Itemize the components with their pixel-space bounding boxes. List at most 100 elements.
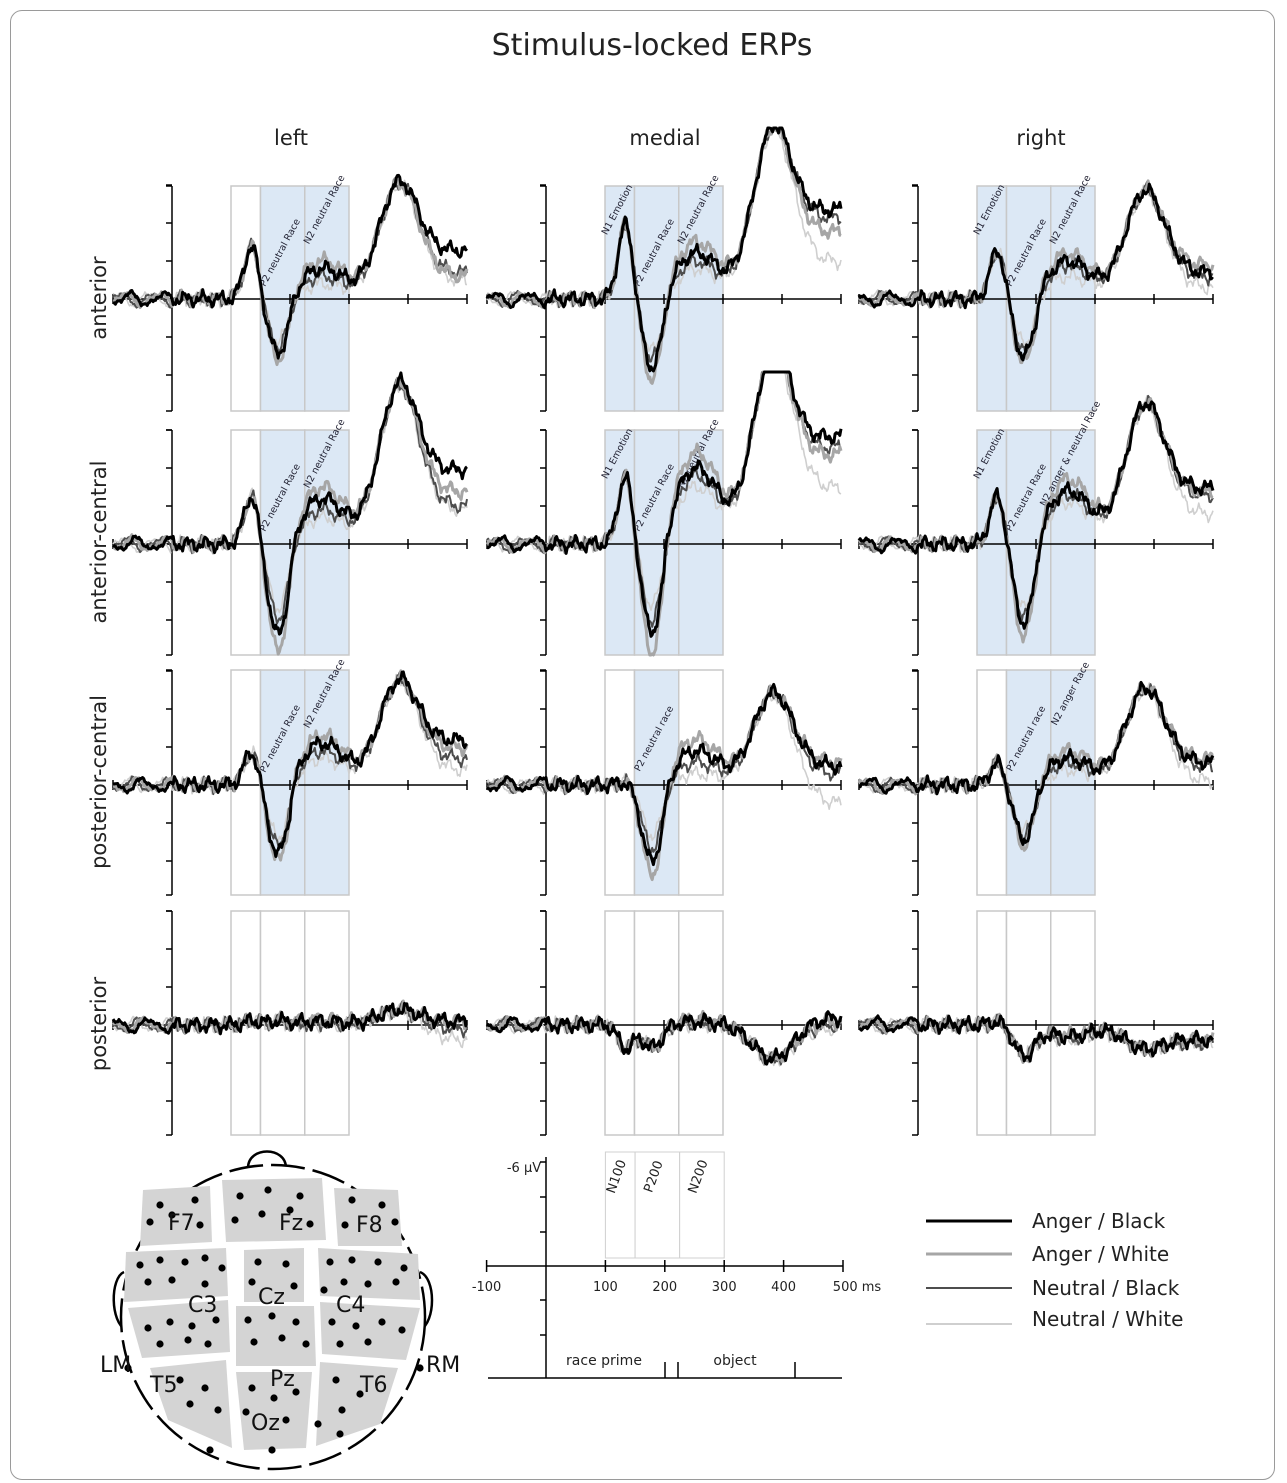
electrode-dot [400, 1264, 408, 1272]
series-line-anger-black [111, 1001, 468, 1036]
electrode-dot [290, 1282, 298, 1290]
column-label-left: left [274, 126, 308, 150]
series-line-anger-black [857, 400, 1215, 630]
electrode-dot [320, 1286, 328, 1294]
electrode-label-fz: Fz [279, 1211, 303, 1236]
erp-panel-posterior-left [111, 910, 468, 1136]
electrode-dot [191, 1196, 199, 1204]
electrode-dot [292, 1318, 300, 1326]
electrode-dot [248, 1278, 256, 1286]
electrode-dot [136, 1261, 144, 1269]
electrode-dot [374, 1258, 382, 1266]
electrode-dot [214, 1406, 222, 1414]
electrode-dot [244, 1316, 252, 1324]
electrode-dot [204, 1340, 212, 1348]
erp-panel-posterior-central-medial: P2 neutral race [486, 669, 843, 896]
electrode-dot [356, 1390, 364, 1398]
electrode-dot [218, 1264, 226, 1272]
electrode-dot [282, 1260, 290, 1268]
electrode-label-pz: Pz [270, 1367, 295, 1392]
electrode-dot [124, 1364, 132, 1372]
electrode-dot [268, 1312, 276, 1320]
series-line-anger-black [858, 1014, 1215, 1063]
electrode-dot [146, 1218, 154, 1226]
electrode-dot [236, 1192, 244, 1200]
row-label-posterior-central: posterior-central [87, 695, 111, 869]
electrode-dot [248, 1384, 256, 1392]
electrode-dot [296, 1192, 304, 1200]
series-line-anger-black [112, 173, 469, 360]
column-label-medial: medial [629, 126, 700, 150]
electrode-dot [212, 1316, 220, 1324]
electrode-label-cz: Cz [258, 1285, 285, 1310]
electrode-label-rm: RM [426, 1353, 460, 1378]
key-x-tick-label: 400 [771, 1280, 796, 1295]
electrode-dot [378, 1318, 386, 1326]
electrode-label-oz: Oz [251, 1411, 280, 1436]
series-line-anger-black [485, 126, 843, 373]
series-line-anger-black [857, 182, 1214, 362]
legend-label-neutral-black: Neutral / Black [1032, 1276, 1180, 1300]
electrode-dot [201, 1280, 209, 1288]
electrode-dot [348, 1256, 356, 1264]
window-n2 [304, 429, 350, 656]
electrode-dot [201, 1384, 209, 1392]
electrode-dot [196, 1221, 204, 1229]
electrode-dot [166, 1318, 174, 1326]
electrode-dot [364, 1338, 372, 1346]
electrode-dot [188, 1322, 196, 1330]
electrode-dot [348, 1196, 356, 1204]
electrode-dot [264, 1186, 272, 1194]
row-label-posterior: posterior [87, 977, 111, 1072]
electrode-label-c4: C4 [336, 1293, 365, 1318]
electrode-dot [242, 1408, 250, 1416]
electrode-dot [326, 1258, 334, 1266]
series-line-anger-black [858, 680, 1215, 846]
window-n2 [1050, 429, 1096, 656]
window-n2 [1050, 910, 1096, 1136]
segment-object: object [713, 1353, 757, 1369]
series-line-anger-black [486, 682, 843, 867]
segment-race-prime: race prime [566, 1353, 642, 1369]
electrode-dot [254, 1258, 262, 1266]
electrode-dot [341, 1221, 349, 1229]
key-window-n200 [679, 1151, 725, 1259]
electrode-dot [306, 1220, 314, 1228]
electrode-dot [268, 1446, 276, 1454]
electrode-dot [168, 1211, 176, 1219]
electrode-label-f7: F7 [168, 1211, 195, 1236]
electrode-label-t6: T6 [359, 1373, 387, 1398]
window-n1 [604, 910, 636, 1136]
electrode-dot [201, 1254, 209, 1262]
series-line-anger-black [485, 1010, 843, 1066]
series-line-neutral-white [112, 1003, 468, 1049]
electrode-dot [176, 1376, 184, 1384]
column-label-right: right [1016, 126, 1065, 150]
electrode-label-c3: C3 [188, 1293, 217, 1318]
electrode-dot [156, 1340, 164, 1348]
electrode-dot [186, 1400, 194, 1408]
electrode-dot [250, 1338, 258, 1346]
window-n1 [604, 429, 636, 656]
key-x-tick-label: -100 [472, 1280, 502, 1295]
electrode-dot [156, 1256, 164, 1264]
electrode-dot [391, 1218, 399, 1226]
electrode-dot [286, 1206, 294, 1214]
electrode-dot [328, 1318, 336, 1326]
electrode-dot [352, 1322, 360, 1330]
electrode-dot [416, 1364, 424, 1372]
window-p2 [1005, 910, 1052, 1136]
electrode-label-t5: T5 [149, 1373, 177, 1398]
electrode-dot [168, 1276, 176, 1284]
legend-label-anger-white: Anger / White [1032, 1242, 1169, 1266]
electrode-dot [144, 1324, 152, 1332]
